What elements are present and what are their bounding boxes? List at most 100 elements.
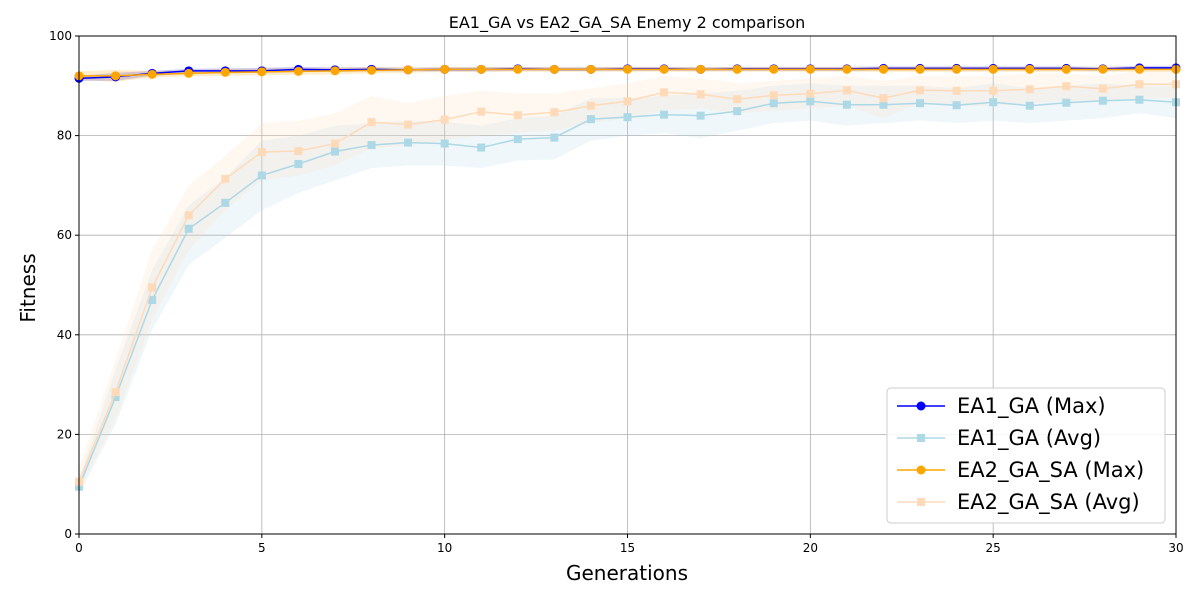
data-point (842, 64, 852, 74)
x-tick-label: 25 (986, 541, 1001, 555)
legend-marker (917, 498, 925, 506)
data-point (879, 100, 888, 109)
data-point (916, 86, 925, 95)
data-point (330, 147, 339, 156)
data-point (184, 211, 193, 220)
data-point (769, 64, 779, 74)
data-point (440, 115, 449, 124)
legend-label: EA1_GA (Max) (957, 394, 1106, 419)
data-point (805, 64, 815, 74)
data-point (550, 108, 559, 117)
axis-ticks: 0 5 10 15 20 25 30 0 20 40 60 80 100 (49, 29, 1184, 555)
data-point (1062, 98, 1071, 107)
data-point (1025, 85, 1034, 94)
data-point (404, 120, 413, 129)
data-point (549, 64, 559, 74)
x-tick-label: 5 (258, 541, 266, 555)
data-point (221, 174, 230, 183)
legend-entry: EA1_GA (Max) (897, 394, 1106, 419)
y-tick-label: 20 (57, 427, 72, 441)
data-point (623, 64, 632, 74)
data-point (367, 118, 376, 127)
data-point (952, 101, 961, 110)
legend-marker (917, 434, 925, 442)
data-point (184, 68, 194, 78)
data-point (696, 90, 705, 99)
data-point (257, 171, 266, 180)
data-point (1025, 64, 1035, 74)
data-point (696, 64, 706, 74)
data-point (623, 113, 632, 122)
data-point (148, 295, 157, 304)
data-point (988, 64, 998, 74)
y-tick-label: 0 (64, 527, 72, 541)
data-point (806, 97, 815, 106)
x-tick-label: 0 (75, 541, 83, 555)
data-point (147, 69, 157, 79)
data-point (111, 71, 121, 81)
legend-box (886, 387, 1166, 524)
legend-marker (916, 401, 926, 411)
legend-label: EA2_GA_SA (Max) (957, 458, 1144, 483)
y-tick-label: 100 (49, 29, 72, 43)
data-point (294, 159, 303, 168)
x-tick-label: 30 (1168, 541, 1183, 555)
data-point (220, 67, 230, 77)
data-point (550, 133, 559, 142)
chart-title: EA1_GA vs EA2_GA_SA Enemy 2 comparison (449, 13, 806, 33)
data-point (586, 64, 596, 74)
data-point (367, 65, 377, 75)
data-point (1098, 64, 1108, 74)
data-point (1025, 101, 1034, 110)
legend-label: EA1_GA (Avg) (957, 426, 1101, 451)
data-point (111, 393, 120, 402)
data-point (842, 100, 851, 109)
data-point (476, 64, 486, 74)
data-point (111, 388, 120, 397)
data-point (915, 64, 925, 74)
data-point (330, 139, 339, 148)
data-point (696, 111, 705, 120)
data-point (732, 64, 742, 74)
data-point (257, 67, 267, 77)
data-point (221, 198, 230, 207)
data-point (440, 139, 449, 148)
data-point (769, 99, 778, 108)
data-point (952, 86, 961, 95)
data-point (660, 88, 669, 97)
data-point (842, 86, 851, 95)
data-point (733, 107, 742, 116)
series-3 (75, 80, 1180, 486)
data-point (952, 64, 962, 74)
data-point (184, 224, 193, 233)
data-point (878, 64, 888, 74)
data-point (293, 66, 303, 76)
data-point (623, 97, 632, 106)
data-point (1135, 95, 1144, 104)
data-point (403, 65, 413, 75)
legend-marker (916, 465, 926, 475)
data-point (440, 64, 450, 74)
data-point (659, 64, 669, 74)
data-point (989, 98, 998, 107)
data-point (477, 107, 486, 116)
data-point (806, 89, 815, 98)
data-point (294, 147, 303, 156)
data-point (513, 135, 522, 144)
legend-entry: EA2_GA_SA (Max) (897, 458, 1144, 483)
data-point (733, 95, 742, 104)
data-point (367, 141, 376, 150)
data-point (1098, 96, 1107, 105)
data-point (660, 110, 669, 119)
data-point (586, 101, 595, 110)
series-lines (74, 63, 1181, 491)
legend-entry: EA1_GA (Avg) (897, 426, 1101, 451)
data-point (1135, 80, 1144, 89)
y-tick-label: 40 (57, 328, 72, 342)
legend-label: EA2_GA_SA (Avg) (957, 490, 1140, 515)
data-point (1062, 82, 1071, 91)
data-point (477, 143, 486, 152)
data-point (513, 64, 523, 74)
data-point (513, 111, 522, 120)
